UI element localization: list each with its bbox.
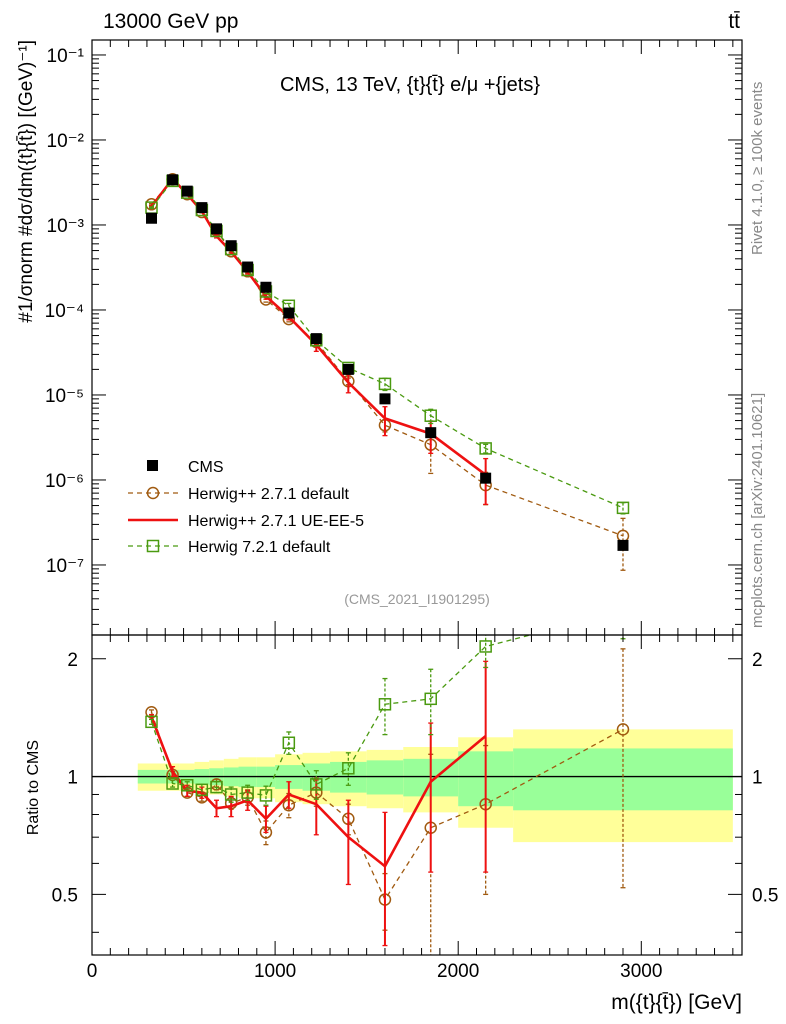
ratio-tick-label-right: 2 xyxy=(752,650,763,671)
main-point-herwig7 xyxy=(378,377,392,391)
y-tick-label: 10⁻⁷ xyxy=(46,556,84,577)
y-axis-label: #1/σnorm #dσ/dm({t}{t̄}) [(GeV)⁻¹] xyxy=(16,40,37,323)
cms-point xyxy=(260,281,272,293)
cms-point xyxy=(225,240,237,252)
cms-point xyxy=(310,333,322,345)
ratio-tick-label-right: 1 xyxy=(752,768,763,789)
x-tick-label: 0 xyxy=(87,961,98,982)
main-point-herwig7 xyxy=(479,442,492,455)
ratio-point-herwig7 xyxy=(210,780,223,794)
legend-label-herwig7: Herwig 7.2.1 default xyxy=(188,539,331,556)
main-point-herwig7 xyxy=(424,409,437,422)
y-tick-label: 10⁻⁶ xyxy=(45,471,84,492)
cms-point xyxy=(211,223,223,235)
legend-label-cms: CMS xyxy=(188,459,224,476)
legend-marker-herwig-default xyxy=(146,486,160,500)
cms-point xyxy=(167,174,179,186)
ratio-point-herwig7 xyxy=(479,640,492,653)
cms-point xyxy=(181,185,193,197)
ratio-point-herwig7 xyxy=(241,786,254,799)
ratio-tick-label: 1 xyxy=(67,768,78,789)
legend-marker-herwig7 xyxy=(146,539,160,553)
rivet-label: Rivet 4.1.0, ≥ 100k events xyxy=(749,82,766,255)
ratio-band-inner xyxy=(366,760,404,795)
y-tick-label: 10⁻¹ xyxy=(47,46,85,67)
cms-point xyxy=(480,472,492,484)
legend-label-herwig-default: Herwig++ 2.7.1 default xyxy=(188,486,350,503)
cms-point xyxy=(617,539,629,551)
x-axis-label: m({t}{t̄}) [GeV] xyxy=(611,991,742,1014)
cms-point xyxy=(242,261,254,273)
ratio-point-herwig7 xyxy=(282,736,296,750)
cms-point xyxy=(196,202,208,214)
x-tick-label: 1000 xyxy=(254,961,296,982)
ratio-point-herwig7 xyxy=(224,788,238,801)
ratio-point-herwig7 xyxy=(195,783,209,797)
ratio-point-herwig7 xyxy=(166,777,179,790)
cms-point xyxy=(342,363,354,375)
axes-ticks: 0 1000 2000 3000 10⁻⁷ 10⁻⁶ 10⁻⁵ 10⁻⁴ 10⁻³ 10⁻² 10⁻… xyxy=(45,40,778,982)
ratio-y-label: Ratio to CMS xyxy=(25,740,42,835)
ratio-point-herwig7 xyxy=(617,605,628,616)
cms-point xyxy=(425,427,437,439)
ratio-point-herwig7 xyxy=(310,778,323,791)
ratio-point-herwig7 xyxy=(424,692,437,706)
legend: CMS Herwig++ 2.7.1 default Herwig++ 2.7.… xyxy=(128,459,364,556)
ratio-tick-label: 2 xyxy=(67,650,78,671)
ratio-point-herwig7 xyxy=(180,779,194,792)
ratio-tick-label: 0.5 xyxy=(52,885,78,906)
y-tick-label: 10⁻⁵ xyxy=(45,386,84,407)
analysis-id: (CMS_2021_I1901295) xyxy=(344,591,490,607)
x-tick-label: 2000 xyxy=(437,961,479,982)
process-label: tt̄ xyxy=(728,10,740,33)
main-line-herwig-ueee5 xyxy=(150,176,487,476)
legend-marker-cms xyxy=(147,460,158,471)
ratio-tick-label-right: 0.5 xyxy=(752,885,778,906)
ratio-point-herwig7 xyxy=(378,698,392,711)
ratio-point-herwig-default xyxy=(616,723,630,736)
main-line-herwig7 xyxy=(150,179,624,509)
y-tick-label: 10⁻⁴ xyxy=(45,301,84,322)
cms-point xyxy=(146,212,158,224)
y-tick-label: 10⁻³ xyxy=(47,216,85,237)
ratio-point-herwig7 xyxy=(145,715,158,729)
mcplots-label: mcplots.cern.ch [arXiv:2401.10621] xyxy=(749,393,766,628)
ratio-series-layer xyxy=(145,605,630,955)
cms-point xyxy=(379,393,391,405)
ratio-frame xyxy=(91,634,743,956)
y-tick-label: 10⁻² xyxy=(47,131,85,152)
ratio-point-herwig7 xyxy=(342,762,355,775)
legend-label-herwig-ueee5: Herwig++ 2.7.1 UE-EE-5 xyxy=(188,513,364,530)
main-point-herwig7 xyxy=(616,501,630,515)
cms-point xyxy=(283,307,295,319)
chart-title: CMS, 13 TeV, {t}{t̄} e/μ +{jets} xyxy=(280,74,540,96)
cms-data-points xyxy=(146,174,629,551)
beam-label: 13000 GeV pp xyxy=(103,10,238,33)
ratio-band-inner xyxy=(330,761,367,793)
x-tick-label: 3000 xyxy=(620,961,662,982)
ratio-point-herwig7 xyxy=(259,789,273,802)
